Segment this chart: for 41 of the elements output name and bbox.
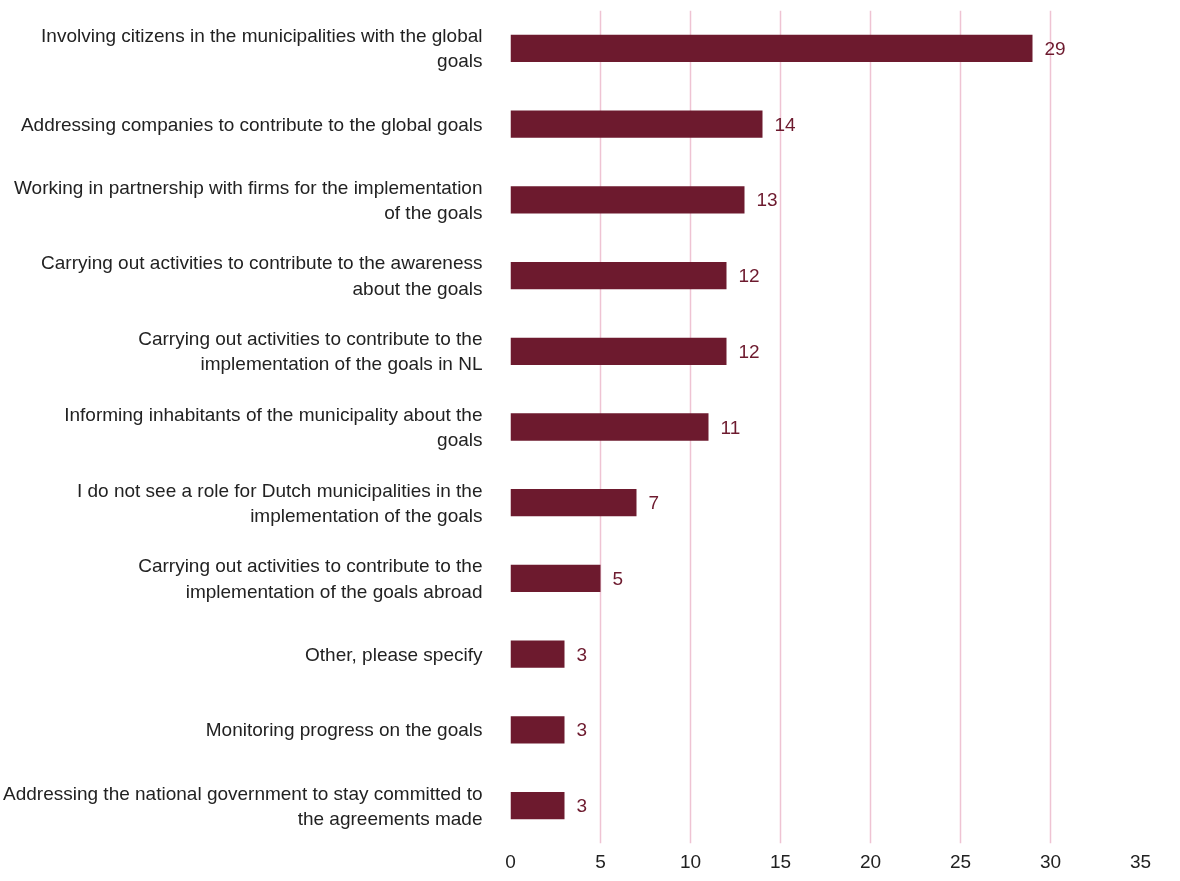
bar [510,413,709,441]
x-tick-label: 5 [595,850,606,872]
x-tick-label: 20 [859,850,882,872]
x-tick-label: 15 [769,850,792,872]
bar [510,34,1033,62]
data-label: 14 [774,113,797,135]
y-tick-label: Carrying out activities to contribute to the implementation of the goals abroad [138,555,483,602]
y-tick-label: Addressing companies to contribute to the global goals [20,113,483,135]
y-tick-label: Carrying out activities to contribute to the awareness about the goals [41,252,483,299]
data-label: 12 [738,340,760,362]
bar [510,640,565,668]
y-tick-label: Carrying out activities to contribute to the implementation of the goals in NL [138,328,483,375]
data-label: 7 [648,492,660,514]
bar [510,564,601,593]
x-tick-label: 10 [679,850,702,872]
data-label: 29 [1044,37,1066,59]
y-tick-label: Informing inhabitants of the municipality about the goals [64,403,483,451]
data-label: 13 [756,189,778,211]
data-label: 3 [576,643,588,665]
y-tick-label: Other, please specify [305,643,483,665]
bar [510,792,565,820]
data-label: 12 [738,265,760,287]
x-tick-label: 0 [505,850,516,872]
bar [510,716,565,744]
x-tick-label: 35 [1129,850,1152,872]
bar [510,337,727,365]
data-label: 3 [576,719,588,741]
bar [510,489,637,517]
data-label: 11 [720,416,741,438]
bar [510,261,727,290]
data-label: 3 [576,795,588,817]
x-tick-label: 30 [1039,850,1062,872]
y-tick-label: I do not see a role for Dutch municipalities in the implementation of the goals [76,479,483,526]
data-label: 5 [612,567,624,589]
y-tick-label: Involving citizens in the municipalities with the global goals [41,25,483,72]
bar [510,110,763,138]
y-tick-label: Working in partnership with firms for the implementation of the goals [13,176,483,223]
bar [510,186,745,214]
y-tick-label: Addressing the national government to stay committed to the agreements made [3,782,483,829]
x-tick-label: 25 [949,850,972,872]
y-tick-label: Monitoring progress on the goals [205,719,483,741]
